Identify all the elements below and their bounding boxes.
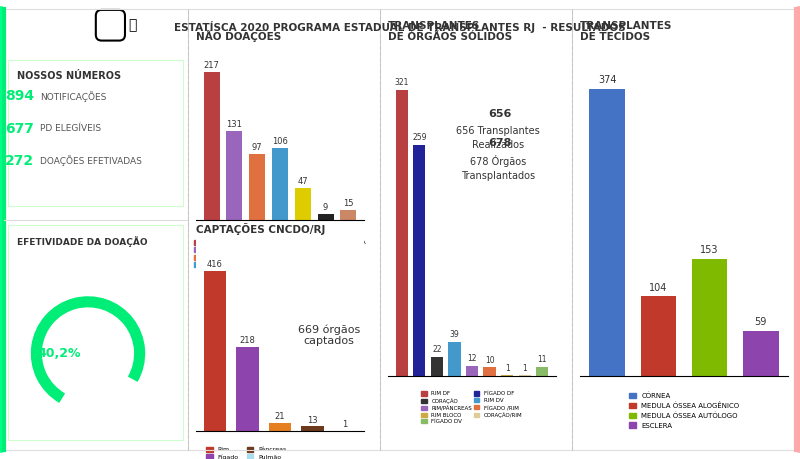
Text: 259: 259 xyxy=(412,134,426,142)
Text: 9: 9 xyxy=(323,203,328,212)
Bar xyxy=(236,347,259,431)
Text: 🎗: 🎗 xyxy=(128,18,136,32)
Bar xyxy=(692,259,727,376)
Text: TRANSPLANTES
DE TECIDOS: TRANSPLANTES DE TECIDOS xyxy=(580,21,672,42)
Bar xyxy=(536,367,548,376)
Text: 217: 217 xyxy=(204,61,219,70)
Bar xyxy=(269,423,291,431)
Text: 153: 153 xyxy=(700,245,719,255)
Text: 272: 272 xyxy=(6,154,34,168)
FancyBboxPatch shape xyxy=(8,225,184,441)
Text: 669 órgãos
captados: 669 órgãos captados xyxy=(298,324,360,346)
Bar xyxy=(466,366,478,376)
Text: NOSSOS NÚMEROS: NOSSOS NÚMEROS xyxy=(17,72,121,81)
Bar xyxy=(413,145,426,376)
Text: EFETIVIDADE DA DOAÇÃO: EFETIVIDADE DA DOAÇÃO xyxy=(17,235,147,246)
Text: 131: 131 xyxy=(226,120,242,129)
Bar xyxy=(226,131,242,220)
Text: 39: 39 xyxy=(450,330,459,339)
Bar xyxy=(250,154,265,220)
Legend: CÓRNEA, MEDULA ÓSSEA ALOGÊNICO, MEDULA ÓSSEA AUTÓLOGO, ESCLERA: CÓRNEA, MEDULA ÓSSEA ALOGÊNICO, MEDULA Ó… xyxy=(626,390,742,431)
Text: 321: 321 xyxy=(394,78,409,87)
FancyBboxPatch shape xyxy=(8,60,184,207)
Text: 656: 656 xyxy=(488,109,511,119)
Text: 374: 374 xyxy=(598,75,617,85)
Text: 218: 218 xyxy=(239,336,255,346)
Bar xyxy=(204,271,226,431)
Text: NOTIFICAÇÕES: NOTIFICAÇÕES xyxy=(40,91,106,102)
Legend: RIM DF, CORAÇÃO, RIM/PÂNCREAS, RIM BLOCO, FÍGADO DV, FÍGADO DF, RIM DV, FÍGADO /: RIM DF, CORAÇÃO, RIM/PÂNCREAS, RIM BLOCO… xyxy=(419,389,525,426)
Text: 106: 106 xyxy=(272,137,288,146)
Bar xyxy=(430,357,443,376)
Text: 416: 416 xyxy=(207,260,223,269)
Bar xyxy=(204,72,219,220)
Bar xyxy=(483,368,496,376)
Text: 104: 104 xyxy=(650,283,668,292)
Bar xyxy=(501,375,514,376)
Text: 21: 21 xyxy=(274,413,286,421)
Text: ESTATÍSCA 2020 PROGRAMA ESTADUAL DE TRANSPLANTES RJ  - RESULTADOS: ESTATÍSCA 2020 PROGRAMA ESTADUAL DE TRAN… xyxy=(174,21,626,33)
Bar xyxy=(448,341,461,376)
Text: 15: 15 xyxy=(343,199,354,208)
Text: 12: 12 xyxy=(467,354,477,363)
Text: 1: 1 xyxy=(342,420,348,429)
Text: 1: 1 xyxy=(505,364,510,373)
Text: 678: 678 xyxy=(488,138,511,148)
Bar xyxy=(318,214,334,220)
Text: DOAÇÕES EFETIVADAS: DOAÇÕES EFETIVADAS xyxy=(40,156,142,167)
Bar xyxy=(518,375,531,376)
Text: 22: 22 xyxy=(432,345,442,354)
Text: CAPTAÇÕES CNCDO/RJ: CAPTAÇÕES CNCDO/RJ xyxy=(196,223,326,235)
Text: PD ELEGÍVEIS: PD ELEGÍVEIS xyxy=(40,124,101,133)
Bar xyxy=(295,188,310,220)
Text: 40,2%: 40,2% xyxy=(38,347,81,360)
Legend: CONTRA IND. ABSOLUTA, NEG. FAMILIAR, PCR, CONTRA IND. MÉDICA, ME NÃO CONFIRMADA,: CONTRA IND. ABSOLUTA, NEG. FAMILIAR, PCR… xyxy=(192,237,368,270)
Bar xyxy=(341,210,356,220)
Text: 97: 97 xyxy=(252,143,262,152)
Text: 47: 47 xyxy=(298,177,308,186)
Bar xyxy=(396,90,408,376)
Text: 894: 894 xyxy=(6,90,34,103)
Legend: Rim, Fígado, Coração, Pâncreas, Pulmão: Rim, Fígado, Coração, Pâncreas, Pulmão xyxy=(204,444,289,459)
Text: 1: 1 xyxy=(522,364,527,373)
Text: NÃO DOAÇÕES: NÃO DOAÇÕES xyxy=(196,30,282,42)
Bar xyxy=(641,297,676,376)
Bar xyxy=(590,89,626,376)
Text: 677: 677 xyxy=(6,122,34,136)
Text: 59: 59 xyxy=(754,317,767,327)
Bar xyxy=(272,148,288,220)
Text: 11: 11 xyxy=(538,355,547,364)
Text: 656 Transplantes
Realizados
678 Órgãos
Transplantados: 656 Transplantes Realizados 678 Órgãos T… xyxy=(457,126,540,180)
Bar xyxy=(301,426,324,431)
Text: 13: 13 xyxy=(307,415,318,425)
Text: 10: 10 xyxy=(485,356,494,365)
Bar xyxy=(742,331,778,376)
Text: ♥: ♥ xyxy=(102,16,119,35)
Text: TRANSPLANTES
DE ÓRGÃOS SÓLIDOS: TRANSPLANTES DE ÓRGÃOS SÓLIDOS xyxy=(388,21,512,42)
